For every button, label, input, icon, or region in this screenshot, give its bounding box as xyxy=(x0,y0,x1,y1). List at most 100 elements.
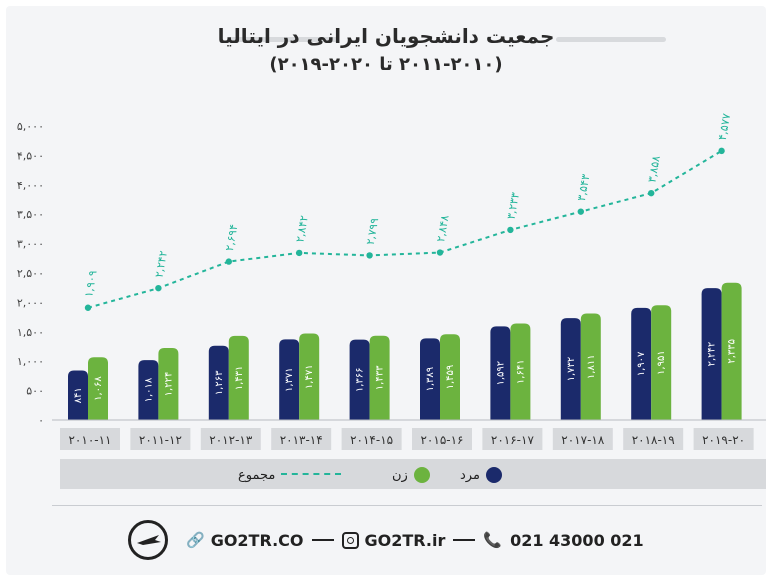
y-tick-label: ۴,۵۰۰ xyxy=(17,149,44,162)
bar-male xyxy=(560,318,581,420)
total-point-label: ۲,۷۹۹ xyxy=(364,217,382,246)
bar-male-label: ۱,۹۰۷ xyxy=(636,351,647,376)
bar-female-label: ۱,۴۳۱ xyxy=(234,366,245,391)
footer-contacts: 🔗 GO2TR.CO GO2TR.ir 📞 021 43000 021 xyxy=(186,528,644,552)
total-point-label: ۲,۶۹۴ xyxy=(223,223,241,252)
bar-male-label: ۸۴۱ xyxy=(73,387,84,403)
total-point-label: ۲,۸۴۸ xyxy=(434,214,452,243)
bar-female xyxy=(299,333,320,420)
x-tick-bg xyxy=(341,428,402,450)
total-point xyxy=(84,304,92,311)
bar-female-label: ۱,۹۵۱ xyxy=(656,350,667,375)
bar-male-label: ۱,۳۷۱ xyxy=(284,367,295,392)
x-tick-label: ۲۰۱۳-۱۴ xyxy=(280,433,323,447)
legend-total: مجموع xyxy=(238,466,342,484)
x-tick-bg xyxy=(200,428,261,450)
bar-female xyxy=(651,305,672,420)
x-tick-bg xyxy=(60,428,120,450)
bar-female xyxy=(369,335,390,420)
total-point-label: ۳,۲۳۳ xyxy=(505,191,523,220)
footer-site[interactable]: GO2TR.CO xyxy=(210,530,304,550)
bar-male-label: ۱,۵۹۲ xyxy=(495,361,506,386)
total-point xyxy=(648,189,655,197)
x-tick-label: ۲۰۱۰-۱۱ xyxy=(68,433,111,447)
bar-male xyxy=(279,339,300,420)
footer-separator xyxy=(311,539,334,541)
footer-phone[interactable]: 021 43000 021 xyxy=(510,530,644,550)
bar-male xyxy=(349,339,370,420)
y-tick-label: ۳,۵۰۰ xyxy=(17,208,44,221)
y-tick-label: ۵۰۰ xyxy=(26,385,44,398)
bar-male xyxy=(420,338,440,420)
instagram-icon xyxy=(341,531,359,549)
x-tick-label: ۲۰۱۲-۱۳ xyxy=(209,433,253,447)
legend-female: زن xyxy=(392,466,430,484)
y-tick-label: ۲,۵۰۰ xyxy=(17,267,44,280)
bar-male-label: ۱,۲۶۳ xyxy=(214,370,225,395)
title-left-line xyxy=(228,37,338,42)
total-series-line xyxy=(87,150,723,309)
bar-female xyxy=(580,313,601,420)
link-icon: 🔗 xyxy=(186,531,205,549)
legend-total-swatch xyxy=(281,473,342,477)
total-point xyxy=(436,249,444,256)
bar-line-chart: ۰ ۵۰۰ ۱,۰۰۰ ۱,۵۰۰ ۲,۰۰۰ ۲,۵۰۰ ۳,۰۰۰ ۳,۵۰۰ ۴,۰۰۰ ۴… xyxy=(17,112,766,450)
legend-male: مرد xyxy=(460,466,502,484)
bar-female xyxy=(440,334,460,420)
y-tick-label: ۳,۰۰۰ xyxy=(17,238,44,251)
x-tick-bg xyxy=(271,428,332,450)
x-tick-label: ۲۰۱۶-۱۷ xyxy=(491,433,535,447)
footer-divider xyxy=(52,505,762,506)
total-point xyxy=(155,284,162,292)
legend-male-label: مرد xyxy=(460,467,480,483)
total-point-label: ۱,۹۰۹ xyxy=(82,269,100,298)
bar-male-label: ۱,۰۱۸ xyxy=(143,377,154,402)
total-point xyxy=(718,147,725,155)
bar-male xyxy=(138,360,159,420)
total-point xyxy=(225,258,232,265)
bar-female-label: ۱,۶۴۱ xyxy=(515,359,526,384)
total-point xyxy=(507,226,514,234)
legend-band xyxy=(60,459,766,489)
total-point xyxy=(577,208,584,215)
bar-male-label: ۲,۲۴۲ xyxy=(707,342,718,367)
chart-subtitle: (۲۰۱۱-۲۰۱۰ تا ۲۰۲۰-۲۰۱۹) xyxy=(269,54,503,75)
y-tick-label: ۰ xyxy=(38,414,44,427)
total-point-label: ۳,۸۵۸ xyxy=(645,155,663,184)
y-tick-label: ۲,۰۰۰ xyxy=(17,296,44,309)
x-tick-label: ۲۰۱۹-۲۰ xyxy=(702,433,745,447)
y-tick-label: ۴,۰۰۰ xyxy=(17,179,44,192)
x-tick-bg xyxy=(552,428,613,450)
title-right-line xyxy=(556,37,666,42)
bar-male-label: ۱,۷۳۲ xyxy=(566,357,577,382)
x-tick-label: ۲۰۱۸-۱۹ xyxy=(632,433,675,447)
bar-male xyxy=(68,370,88,420)
chart-title: جمعیت دانشجویان ایرانی در ایتالیا xyxy=(217,24,555,48)
bar-male-label: ۱,۳۸۹ xyxy=(425,367,436,392)
bar-female-label: ۱,۴۵۹ xyxy=(445,365,456,390)
x-tick-label: ۲۰۱۵-۱۶ xyxy=(420,433,463,447)
bar-female-label: ۱,۰۶۸ xyxy=(93,376,104,401)
total-point xyxy=(296,249,303,257)
footer-instagram[interactable]: GO2TR.ir xyxy=(364,530,446,550)
x-tick-label: ۲۰۱۴-۱۵ xyxy=(350,433,393,447)
bar-male xyxy=(208,345,229,420)
legend-total-label: مجموع xyxy=(238,467,276,483)
bar-female xyxy=(158,348,179,420)
total-point-label: ۲,۲۴۲ xyxy=(153,250,171,279)
x-tick-bg xyxy=(130,428,191,450)
bar-female-label: ۱,۸۱۱ xyxy=(586,354,597,379)
bar-male xyxy=(701,288,722,420)
total-point xyxy=(366,252,373,259)
bar-male xyxy=(631,307,652,420)
x-tick-label: ۲۰۱۷-۱۸ xyxy=(561,433,605,447)
legend-female-label: زن xyxy=(392,467,408,483)
legend-female-swatch xyxy=(413,467,430,483)
bar-female-label: ۱,۴۳۳ xyxy=(375,365,386,390)
bar-female xyxy=(721,282,742,420)
footer-separator xyxy=(453,539,476,541)
total-point-label: ۳,۵۴۳ xyxy=(575,173,593,202)
bar-female xyxy=(228,335,249,420)
legend-male-swatch xyxy=(485,467,502,483)
bar-female-label: ۱,۴۷۱ xyxy=(304,364,315,389)
